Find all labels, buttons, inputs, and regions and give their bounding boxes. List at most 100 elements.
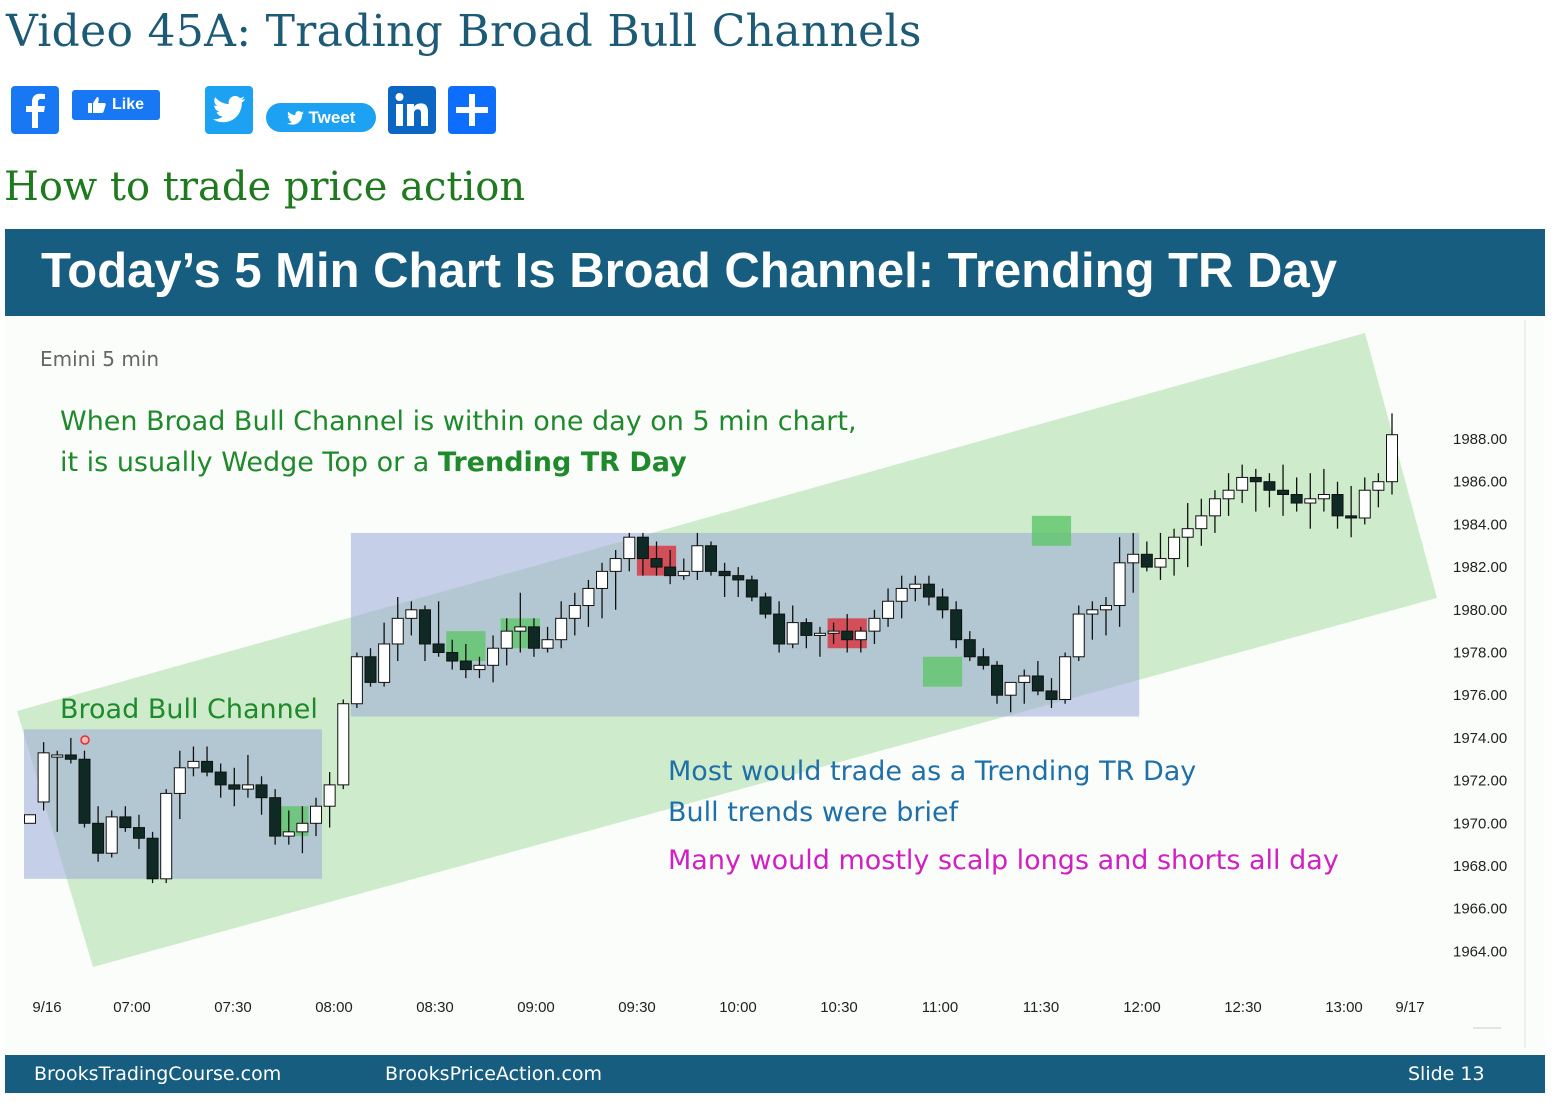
candle	[1236, 464, 1249, 504]
candle	[1345, 485, 1358, 538]
tweet-button[interactable]: Tweet	[266, 103, 376, 132]
candle	[1372, 473, 1385, 508]
candle	[201, 746, 214, 777]
bull-candle-body	[1168, 536, 1181, 560]
instrument-label: Emini 5 min	[40, 347, 159, 371]
bull-candle-body	[310, 805, 323, 824]
bull-candle-body	[391, 617, 404, 645]
bull-candle-body	[323, 784, 336, 807]
bull-candle-body	[187, 760, 200, 769]
linkedin-in-icon	[395, 93, 428, 126]
bull-candle-body	[1059, 656, 1072, 700]
bear-candle-body	[132, 827, 145, 839]
bull-candle-body	[1086, 609, 1099, 615]
bull-candle-body	[487, 647, 500, 666]
bear-candle-body	[201, 760, 214, 773]
candle	[105, 810, 118, 858]
candle	[963, 631, 976, 662]
bull-candle-body	[1127, 553, 1140, 564]
bear-candle-body	[922, 583, 935, 598]
candle	[1045, 678, 1058, 709]
candle	[1072, 605, 1085, 662]
footer-center-site: BrooksPriceAction.com	[385, 1063, 603, 1085]
candle	[1304, 473, 1317, 529]
candle	[364, 648, 377, 687]
bull-candle-body	[1208, 498, 1221, 517]
candle	[1358, 477, 1371, 525]
candle	[664, 550, 677, 585]
candle	[418, 605, 431, 662]
bull-candle-body	[350, 656, 363, 705]
bull-candle-body	[568, 605, 581, 619]
bear-candle-body	[1249, 476, 1262, 483]
bear-candle-body	[527, 626, 540, 649]
candle	[582, 579, 595, 627]
candle	[1331, 481, 1344, 529]
bear-candle-body	[1140, 553, 1153, 568]
y-tick-label: 1972.00	[1453, 773, 1507, 790]
twitter-bird-icon	[213, 96, 246, 123]
candle	[773, 601, 786, 653]
x-tick-label: 10:30	[820, 999, 858, 1016]
more-share-button[interactable]	[448, 86, 496, 134]
twitter-share-button[interactable]	[205, 86, 253, 134]
facebook-like-button[interactable]: Like	[72, 90, 160, 120]
bear-candle-body	[705, 545, 717, 572]
linkedin-share-button[interactable]	[388, 86, 436, 134]
candle	[296, 806, 309, 854]
bear-candle-body	[950, 609, 963, 641]
candle	[487, 635, 500, 683]
candle	[310, 797, 323, 837]
x-tick-label: 09:00	[517, 999, 555, 1016]
candle	[841, 614, 854, 653]
bear-candle-body	[718, 570, 731, 577]
candle	[459, 643, 472, 679]
candle	[541, 626, 554, 653]
bull-candle-body	[1236, 476, 1249, 491]
slide-title-regular: Trending TR Day	[934, 244, 1337, 298]
marker-dot	[80, 735, 90, 745]
candle	[991, 661, 1004, 704]
bull-candle-body	[1072, 613, 1085, 658]
bull-candle-body	[1317, 494, 1330, 500]
candle	[337, 699, 350, 790]
like-label: Like	[111, 96, 144, 113]
bear-candle-body	[78, 758, 91, 824]
bear-candle-body	[759, 596, 772, 615]
most-would-text: Most would trade as a Trending TR Day	[668, 756, 1196, 787]
candle	[1195, 498, 1208, 546]
bear-candle-body	[1345, 515, 1358, 519]
y-tick-label: 1978.00	[1453, 645, 1507, 662]
candle	[378, 622, 391, 687]
bull-candle-body	[1372, 481, 1385, 491]
note-line-1: When Broad Bull Channel is within one da…	[60, 406, 857, 437]
bull-candle-body	[105, 816, 118, 854]
candle	[160, 789, 173, 884]
candle	[759, 592, 772, 619]
bull-candle-body	[623, 536, 636, 560]
bull-candle-body	[296, 822, 309, 833]
bear-candle-body	[1290, 494, 1303, 504]
candle	[609, 550, 622, 610]
bear-candle-body	[92, 822, 105, 854]
candle	[1181, 503, 1194, 568]
bear-candle-body	[446, 652, 459, 662]
candle	[350, 652, 363, 709]
bull-candle-body	[582, 587, 595, 607]
bear-candle-body	[64, 754, 77, 760]
bear-candle-body	[1331, 494, 1344, 517]
candle	[555, 601, 568, 649]
facebook-share-button[interactable]	[11, 86, 59, 134]
candle	[1208, 490, 1221, 533]
slide-title: Today’s 5 Min Chart Is Broad Channel: Tr…	[41, 243, 1337, 299]
x-tick-label: 07:00	[113, 999, 151, 1016]
y-tick-label: 1976.00	[1453, 687, 1507, 704]
candle	[705, 541, 717, 576]
y-tick-label: 1968.00	[1453, 858, 1507, 875]
x-tick-label: 07:30	[214, 999, 252, 1016]
candle	[1059, 652, 1072, 704]
y-tick-label: 1970.00	[1453, 815, 1507, 832]
candle	[1277, 464, 1290, 516]
buy-signal-box	[922, 656, 963, 687]
bull-candle-body	[1181, 528, 1194, 538]
